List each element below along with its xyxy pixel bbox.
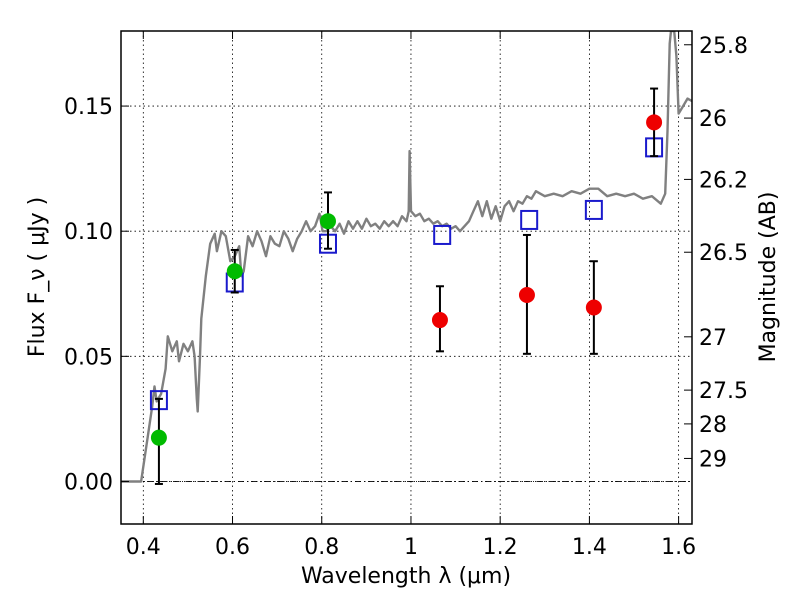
x-tick-label: 1.6 [661, 535, 696, 560]
y-tick-label: 0.05 [64, 345, 113, 370]
y2-tick-label: 27.5 [699, 379, 748, 404]
observed-point-green [226, 263, 243, 280]
x-tick-label: 0.8 [304, 535, 339, 560]
y2-tick-label: 26.2 [699, 168, 748, 193]
plot-background [121, 31, 692, 524]
y2-tick-label: 26 [699, 107, 727, 132]
y-axis-left: 0.00 0.05 0.10 0.15 [64, 95, 129, 495]
observed-point-red [646, 114, 663, 131]
y-axis-right: 25.8 26 26.2 26.5 27 27.5 28 29 [684, 34, 748, 472]
y-axis-title: Flux F_ν ( μJy ) [25, 197, 50, 357]
y2-tick-label: 29 [699, 447, 727, 472]
x-axis: 0.4 0.6 0.8 1 1.2 1.4 1.6 [126, 31, 696, 560]
x-tick-label: 0.6 [215, 535, 250, 560]
x-axis-title: Wavelength λ (μm) [301, 564, 511, 589]
observed-point-green [150, 429, 167, 446]
observed-point-red [431, 312, 448, 329]
y2-axis-title: Magnitude (AB) [756, 192, 781, 363]
y2-tick-label: 27 [699, 326, 727, 351]
x-tick-label: 0.4 [126, 535, 161, 560]
model-photometry-square [433, 224, 452, 245]
x-tick-label: 1.2 [483, 535, 518, 560]
spectrum-line [121, 31, 692, 483]
data-series [149, 87, 664, 485]
observed-point-red [585, 299, 602, 316]
model-photometry-square [584, 199, 603, 220]
y-tick-label: 0.00 [64, 470, 113, 495]
y-tick-label: 0.15 [64, 95, 113, 120]
plot-area [121, 31, 692, 524]
plot-frame [120, 30, 693, 525]
y-tick-label: 0.10 [64, 220, 113, 245]
x-tick-label: 1 [404, 535, 418, 560]
model-photometry-square [520, 209, 539, 230]
y2-tick-label: 28 [699, 413, 727, 438]
x-tick-label: 1.4 [572, 535, 607, 560]
model-spectrum [121, 31, 692, 483]
y2-tick-label: 25.8 [699, 34, 748, 59]
y2-tick-label: 26.5 [699, 241, 748, 266]
observed-point-green [319, 213, 336, 230]
observed-point-red [518, 287, 535, 304]
